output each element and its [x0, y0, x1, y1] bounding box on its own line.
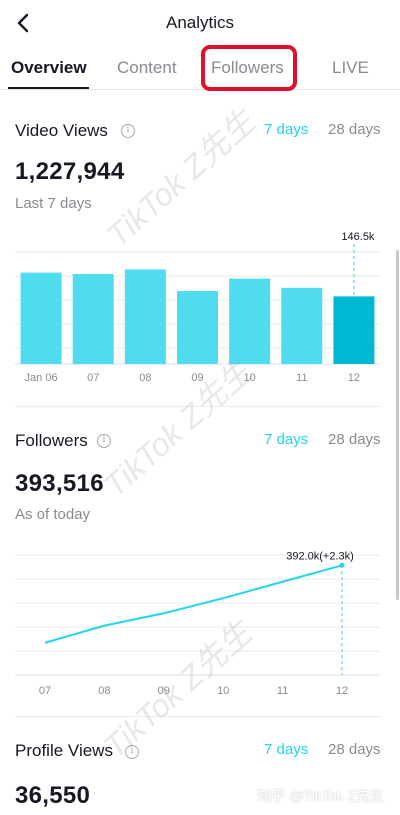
video-views-info-icon[interactable]: i [121, 124, 135, 138]
bar [281, 287, 323, 364]
series-line [44, 564, 343, 644]
profile-views-title: Profile Views [15, 741, 113, 760]
bar [229, 278, 271, 364]
tab-live[interactable]: LIVE [332, 58, 369, 77]
video-views-range-28-days[interactable]: 28 days [328, 121, 381, 138]
tab-followers[interactable]: Followers [211, 58, 284, 77]
active-tab-indicator [8, 87, 89, 89]
followers-period-label: As of today [15, 506, 91, 523]
bar [20, 272, 62, 364]
video-views-title: Video Views [15, 121, 108, 140]
x-tick-label: 12 [336, 685, 348, 697]
video-views-total: 1,227,944 [15, 158, 125, 185]
top-bar: Analytics [0, 0, 400, 46]
video-views-range-7-days[interactable]: 7 days [264, 121, 309, 138]
data-point [339, 562, 345, 568]
section-divider [15, 716, 381, 717]
followers-info-icon[interactable]: i [97, 434, 111, 448]
profile-views-range-28-days[interactable]: 28 days [328, 741, 381, 758]
bar [333, 296, 375, 364]
x-tick-label: 11 [277, 685, 288, 697]
followers-tab-highlight [201, 45, 297, 91]
bar [124, 269, 166, 364]
tab-bar: Overview Content Followers LIVE [0, 50, 400, 90]
tab-content[interactable]: Content [117, 58, 177, 77]
source-credit: 知乎 @TikTok Z先生 [257, 788, 384, 804]
x-tick-label: 08 [139, 372, 151, 384]
profile-views-range-7-days[interactable]: 7 days [264, 741, 309, 758]
profile-views-info-icon[interactable]: i [125, 745, 139, 759]
bar [177, 291, 218, 364]
x-tick-label: 07 [39, 685, 51, 697]
profile-views-total: 36,550 [15, 782, 91, 809]
x-tick-label: 07 [87, 372, 99, 384]
scrollbar[interactable] [396, 250, 399, 600]
back-button[interactable] [8, 8, 38, 38]
followers-line-chart[interactable]: 07 08 09 10 11 12 392.0k(+2.3k) [0, 535, 400, 700]
x-tick-label: 09 [158, 685, 170, 697]
followers-total: 393,516 [15, 470, 104, 497]
chevron-left-icon [17, 13, 29, 33]
x-tick-label: 10 [217, 685, 229, 697]
followers-title: Followers [15, 431, 88, 450]
x-tick-label: 12 [348, 372, 360, 384]
x-tick-label: 10 [244, 372, 256, 384]
x-tick-label: 11 [296, 372, 307, 384]
section-divider [15, 406, 381, 407]
video-views-bar-chart[interactable]: Jan 06 07 08 09 10 11 12 146.5k [0, 228, 400, 388]
data-label: 146.5k [341, 231, 375, 243]
data-label: 392.0k(+2.3k) [286, 550, 354, 562]
x-tick-label: 09 [191, 372, 203, 384]
x-tick-label: 08 [98, 685, 110, 697]
page-title: Analytics [165, 13, 235, 32]
x-tick-label: Jan 06 [25, 372, 58, 384]
followers-range-28-days[interactable]: 28 days [328, 431, 381, 448]
bar [72, 274, 114, 364]
followers-range-7-days[interactable]: 7 days [264, 431, 309, 448]
tab-overview[interactable]: Overview [11, 58, 87, 77]
video-views-period-label: Last 7 days [15, 195, 92, 212]
